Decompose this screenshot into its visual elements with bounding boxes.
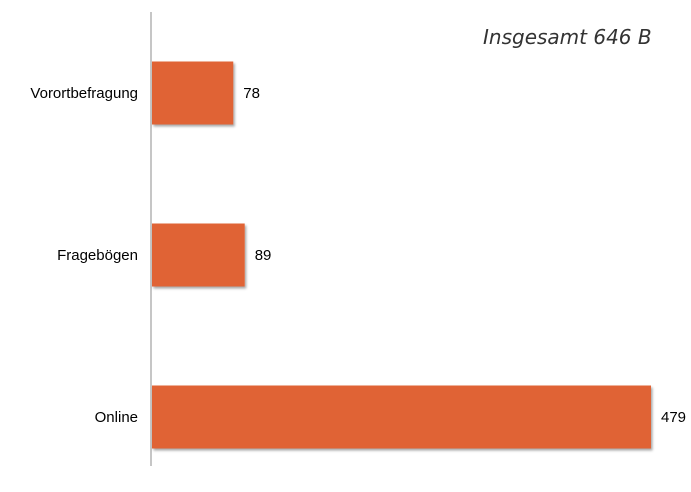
bars-layer: Vorortbefragung 78 Fragebögen 89 Online 479 — [30, 61, 686, 449]
bar-2 — [152, 385, 651, 449]
bar-0 — [152, 61, 234, 125]
value-label: 78 — [243, 85, 260, 102]
value-label: 479 — [661, 409, 686, 426]
chart-title: Insgesamt 646 B — [483, 25, 652, 49]
category-label: Vorortbefragung — [30, 85, 138, 102]
bar-1 — [152, 223, 245, 287]
category-label: Online — [95, 409, 138, 426]
category-label: Fragebögen — [57, 247, 138, 264]
value-label: 89 — [255, 247, 272, 264]
